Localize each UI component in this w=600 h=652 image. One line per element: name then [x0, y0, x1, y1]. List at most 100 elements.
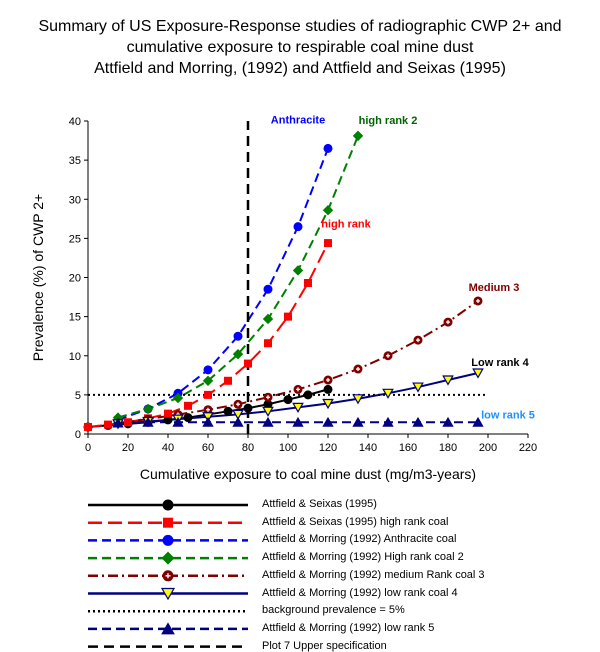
x-tick-label: 0	[85, 442, 91, 454]
series-5-point-cross	[446, 320, 450, 325]
x-tick-label: 60	[202, 442, 214, 454]
series-6-point	[412, 382, 424, 393]
series-3-point	[323, 143, 333, 153]
series-2-point	[124, 418, 132, 427]
legend-label: Attfield & Morring (1992) low rank 5	[262, 621, 435, 634]
y-tick-label: 30	[69, 194, 81, 206]
legend-marker	[162, 534, 174, 546]
series-2-point	[104, 420, 112, 429]
series-8-point	[142, 416, 154, 427]
series-8-point	[202, 416, 214, 427]
series-line-3	[117, 148, 329, 421]
series-1-point	[303, 390, 313, 400]
x-tick-label: 20	[122, 442, 134, 454]
legend-label: Attfield & Morring (1992) Anthracite coa…	[262, 533, 457, 546]
series-8-point	[262, 416, 274, 427]
x-axis-label: Cumulative exposure to coal mine dust (m…	[139, 466, 477, 482]
series-2-point	[324, 239, 332, 248]
legend-marker	[162, 570, 174, 582]
series-5-point	[323, 375, 333, 385]
series-6-point	[352, 394, 364, 405]
series-5-point	[203, 405, 213, 415]
annotation-label: Low rank 4	[471, 357, 529, 369]
title-line-1: Summary of US Exposure-Response studies …	[38, 18, 562, 35]
legend-label: Attfield & Morring (1992) low rank coal …	[262, 586, 458, 599]
series-6-point	[442, 375, 454, 386]
series-1-point	[183, 413, 193, 423]
title-line-2: cumulative exposure to respirable coal m…	[126, 39, 474, 56]
series-5-point-cross	[266, 395, 270, 400]
series-5-point	[383, 351, 393, 361]
series-2-point	[164, 409, 172, 418]
series-2-point	[264, 339, 272, 348]
series-8-point	[232, 416, 244, 427]
series-5-point	[263, 392, 273, 402]
x-tick-label: 140	[359, 442, 377, 454]
annotation-label: Medium 3	[469, 282, 520, 294]
series-5-point	[293, 384, 303, 394]
series-line-4	[117, 135, 359, 419]
series-5-point	[443, 317, 453, 327]
series-2-point	[304, 278, 312, 287]
series-3-point	[263, 284, 273, 294]
series-4-point	[262, 313, 274, 325]
series-2-point	[224, 376, 232, 385]
legend-marker	[160, 587, 176, 601]
legend-marker	[161, 551, 175, 565]
x-tick-label: 200	[479, 442, 497, 454]
series-2-point	[244, 359, 252, 368]
series-8-point	[442, 416, 454, 427]
y-tick-label: 0	[75, 429, 81, 441]
series-4-point	[352, 130, 364, 142]
x-tick-label: 160	[399, 442, 417, 454]
chart-title: Summary of US Exposure-Response studies …	[0, 16, 600, 79]
x-tick-label: 40	[162, 442, 174, 454]
series-5-point-cross	[236, 402, 240, 407]
title-line-3: Attfield and Morring, (1992) and Attfiel…	[94, 60, 506, 77]
series-2-point	[284, 312, 292, 321]
y-tick-label: 10	[69, 351, 81, 363]
x-tick-label: 180	[439, 442, 457, 454]
annotation-label: low rank 5	[481, 409, 535, 421]
series-5-point-cross	[356, 367, 360, 372]
legend-marker	[162, 499, 174, 511]
series-4-point	[292, 265, 304, 276]
series-6-point	[292, 402, 304, 414]
series-5-point-cross	[206, 407, 210, 412]
series-1-point	[323, 384, 333, 394]
y-tick-label: 40	[69, 116, 81, 128]
series-6-point	[472, 368, 484, 379]
series-4-point	[232, 348, 244, 360]
series-5-point-cross	[326, 378, 330, 383]
series-2-point	[84, 422, 92, 431]
series-4-point	[322, 205, 334, 216]
y-tick-label: 35	[69, 155, 81, 167]
series-6-point	[382, 388, 394, 399]
series-5-point-cross	[476, 298, 480, 303]
series-5-point	[353, 364, 363, 374]
y-tick-label: 20	[69, 273, 81, 285]
y-axis-label: Prevalence (%) of CWP 2+	[30, 194, 46, 361]
legend-label: Attfield & Seixas (1995) high rank coal	[262, 515, 449, 528]
annotation-label: Anthracite	[271, 114, 325, 126]
annotation-label: high rank 2	[359, 115, 418, 127]
legend-marker	[161, 622, 175, 635]
series-8-point	[112, 417, 124, 428]
series-4-point	[142, 403, 154, 415]
series-2-point	[184, 401, 192, 410]
series-4-point	[172, 392, 184, 404]
series-8-point	[292, 416, 304, 427]
series-4-point	[202, 375, 214, 386]
series-5-point	[413, 335, 423, 345]
x-tick-label: 220	[519, 442, 537, 454]
y-tick-label: 5	[75, 390, 81, 402]
series-8-point	[472, 416, 484, 427]
series-8-point	[172, 416, 184, 427]
legend-label: Attfield & Seixas (1995)	[262, 498, 377, 510]
series-5-point	[473, 296, 483, 306]
series-3-point	[203, 365, 213, 375]
series-1-point	[223, 406, 233, 416]
series-5-point-cross	[296, 387, 300, 392]
